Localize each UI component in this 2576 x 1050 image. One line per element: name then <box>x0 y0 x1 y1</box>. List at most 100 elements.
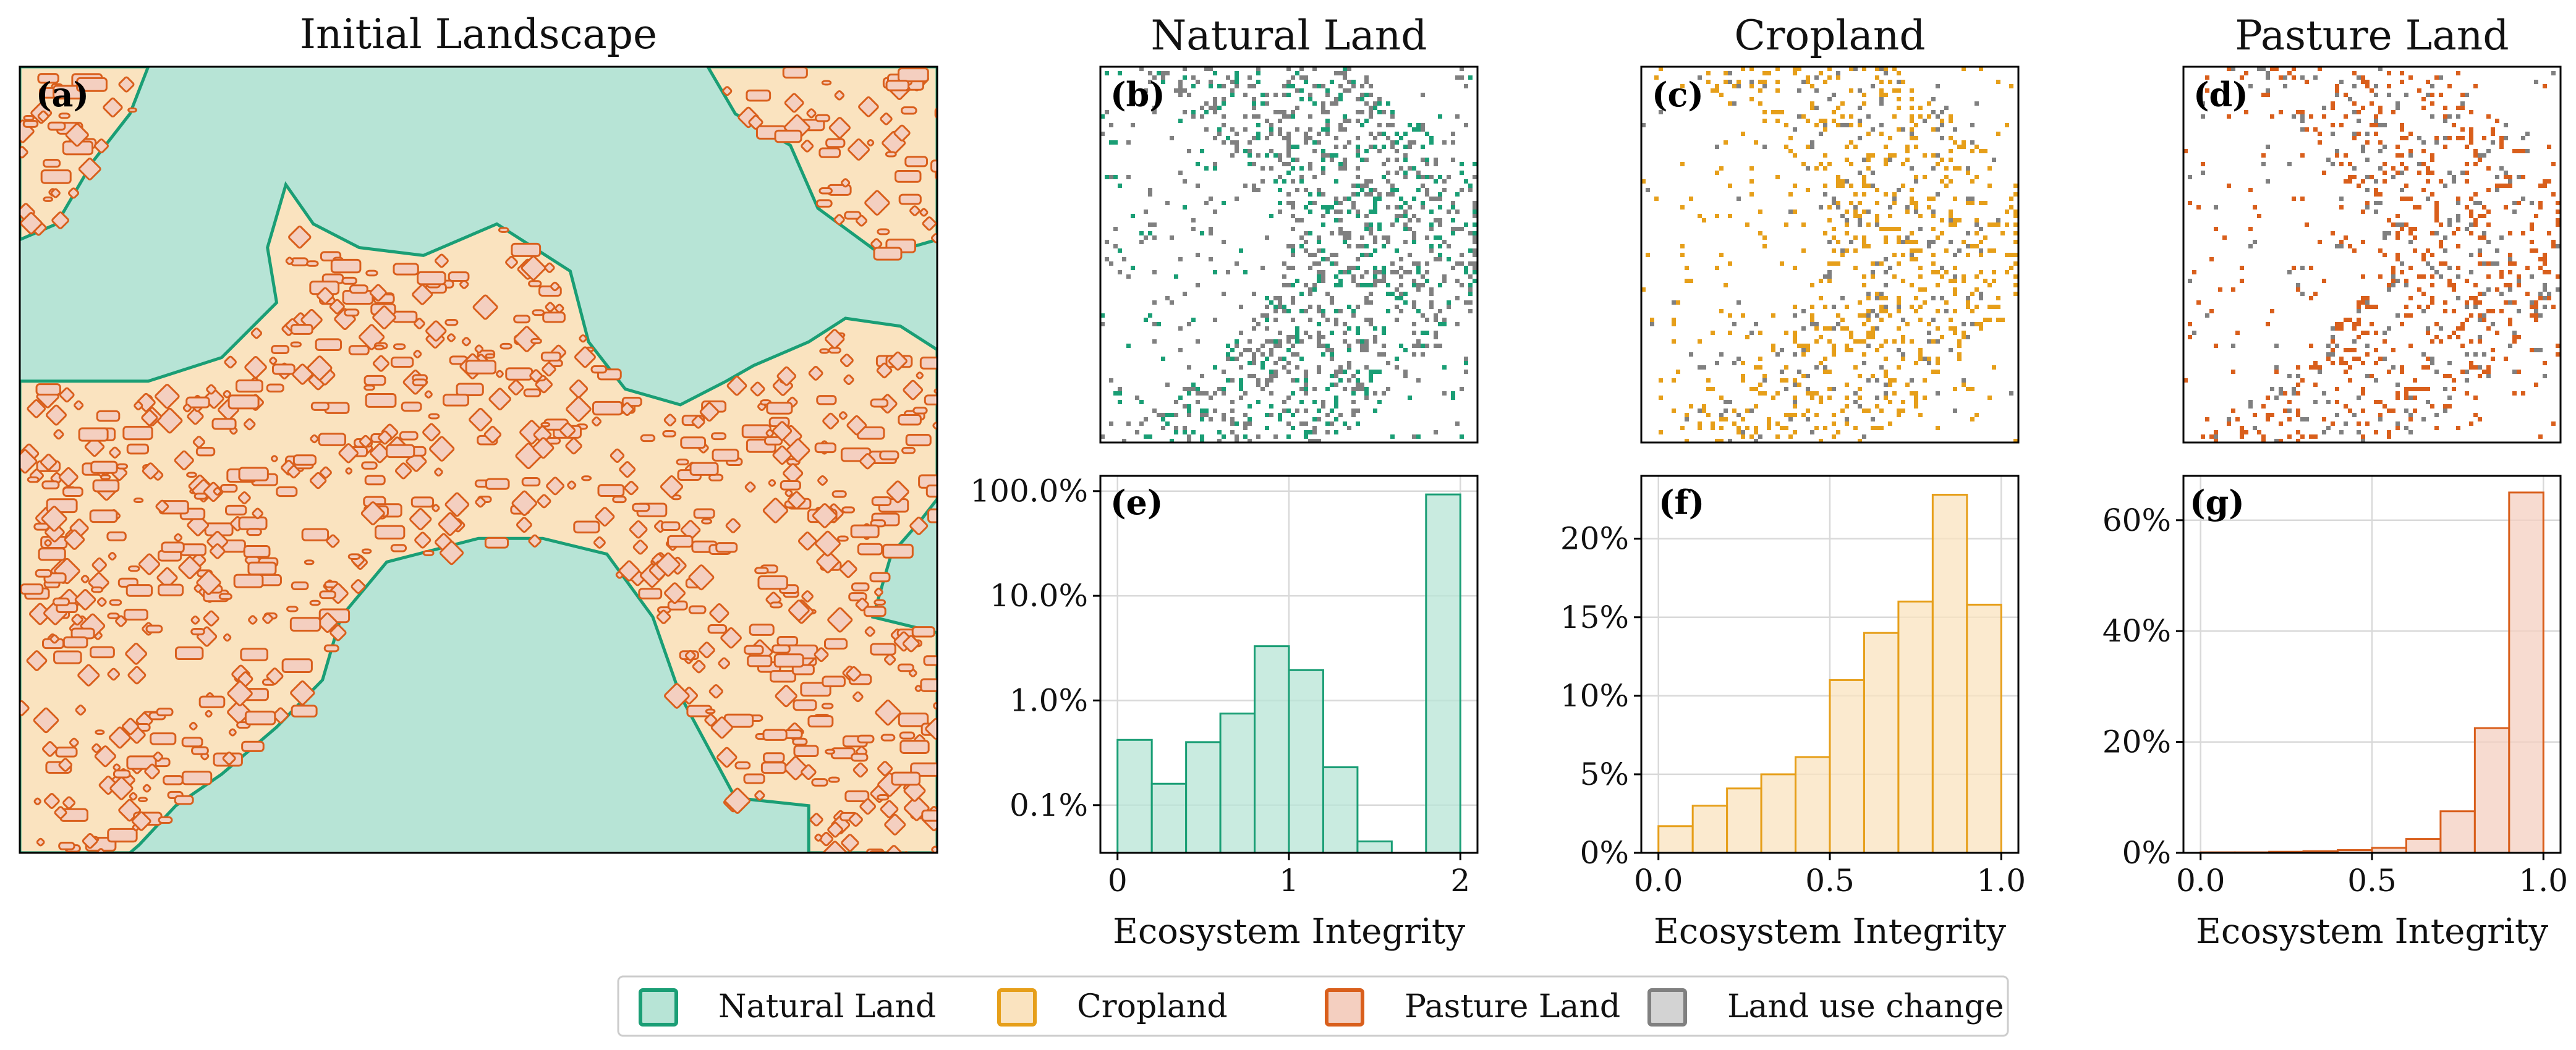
title-natural-land: Natural Land <box>1150 12 1427 59</box>
land-cover-pixel <box>1196 387 1200 391</box>
land-cover-pixel <box>1888 153 1892 158</box>
land-cover-pixel <box>2421 365 2426 370</box>
land-cover-pixel <box>1442 322 1447 326</box>
pasture-patch <box>851 582 870 591</box>
land-cover-pixel <box>2469 231 2473 235</box>
land-use-change-pixel <box>1749 80 1754 84</box>
pasture-patch <box>390 356 414 368</box>
pasture-patch <box>50 188 61 198</box>
land-cover-pixel <box>2309 296 2313 300</box>
land-cover-pixel <box>2331 106 2335 110</box>
land-cover-pixel <box>1970 292 1975 296</box>
panel-label-a: (a) <box>36 75 89 114</box>
land-cover-pixel <box>1728 261 1732 266</box>
pasture-patch <box>393 343 406 350</box>
land-use-change-pixel <box>1395 158 1399 162</box>
land-use-change-pixel <box>1312 253 1317 257</box>
land-cover-pixel <box>2521 175 2525 179</box>
land-cover-pixel <box>1806 145 1810 149</box>
land-cover-pixel <box>1330 153 1334 158</box>
land-cover-pixel <box>2434 210 2439 214</box>
land-use-change-pixel <box>1455 75 1460 80</box>
land-use-change-pixel <box>1416 339 1421 344</box>
land-cover-pixel <box>2530 305 2534 309</box>
land-cover-pixel <box>1793 71 1797 75</box>
land-use-change-pixel <box>1321 192 1325 197</box>
land-cover-pixel <box>2013 214 2018 218</box>
land-use-change-pixel <box>1373 136 1377 140</box>
land-use-change-pixel <box>1269 149 1273 153</box>
pasture-patch <box>567 480 577 490</box>
land-cover-pixel <box>2521 231 2525 235</box>
land-use-change-pixel <box>1178 171 1183 175</box>
land-cover-pixel <box>1360 339 1364 344</box>
pasture-patch <box>766 402 793 415</box>
land-cover-pixel <box>1780 426 1784 430</box>
land-cover-pixel <box>1806 344 1810 348</box>
land-cover-pixel <box>2404 184 2408 188</box>
land-use-change-pixel <box>1256 383 1260 387</box>
land-cover-pixel <box>2292 67 2296 71</box>
land-use-change-pixel <box>1161 75 1165 80</box>
land-use-change-pixel <box>1447 244 1451 248</box>
land-use-change-pixel <box>1308 93 1312 97</box>
land-cover-pixel <box>2421 188 2426 192</box>
land-cover-pixel <box>1775 80 1780 84</box>
land-use-change-pixel <box>2357 75 2361 80</box>
land-cover-pixel <box>1979 253 1983 257</box>
land-use-change-pixel <box>2361 149 2365 153</box>
pasture-patch <box>511 490 538 517</box>
land-cover-pixel <box>2331 348 2335 352</box>
land-use-change-pixel <box>1243 426 1248 430</box>
land-use-change-pixel <box>1338 123 1343 127</box>
land-cover-pixel <box>1970 179 1975 184</box>
land-use-change-pixel <box>2434 140 2439 145</box>
land-cover-pixel <box>1931 339 1936 344</box>
land-cover-pixel <box>2508 322 2512 326</box>
pasture-patch <box>843 374 854 386</box>
land-use-change-pixel <box>1455 279 1460 283</box>
land-cover-pixel <box>2352 101 2357 106</box>
pasture-patch <box>895 170 922 183</box>
land-use-change-pixel <box>1347 344 1351 348</box>
pasture-patch <box>705 708 716 714</box>
land-cover-pixel <box>2383 171 2387 175</box>
pasture-patch <box>410 496 435 508</box>
pasture-patch <box>793 745 819 758</box>
land-use-change-pixel <box>1473 261 1477 266</box>
land-cover-pixel <box>1918 413 1923 417</box>
land-cover-pixel <box>2361 409 2365 413</box>
land-cover-pixel <box>1455 192 1460 197</box>
pasture-patch <box>772 445 792 465</box>
land-use-change-pixel <box>1312 283 1317 287</box>
land-cover-pixel <box>2395 391 2400 396</box>
land-cover-pixel <box>1204 409 1209 413</box>
land-cover-pixel <box>1728 313 1732 318</box>
land-cover-pixel <box>2404 279 2408 283</box>
land-cover-pixel <box>2504 205 2508 210</box>
land-use-change-pixel <box>1715 145 1719 149</box>
pasture-patch <box>924 394 937 405</box>
land-cover-pixel <box>2456 244 2460 248</box>
pasture-patch <box>545 302 556 313</box>
land-cover-pixel <box>1940 179 1944 184</box>
pasture-patch <box>244 355 267 379</box>
pasture-patch <box>762 752 785 763</box>
land-use-change-pixel <box>1243 114 1248 119</box>
pasture-patch <box>291 581 309 590</box>
land-cover-pixel <box>1269 300 1273 305</box>
land-cover-pixel <box>1927 357 1931 361</box>
land-cover-pixel <box>1914 400 1918 404</box>
legend-label-change: Land use change <box>1727 988 2004 1025</box>
land-cover-pixel <box>1949 222 1953 227</box>
land-use-change-pixel <box>1840 123 1845 127</box>
land-use-change-pixel <box>1438 197 1442 201</box>
pasture-patch <box>95 729 105 735</box>
land-cover-pixel <box>1126 344 1131 348</box>
pasture-patch <box>709 603 729 624</box>
pasture-patch <box>901 106 917 115</box>
pasture-patch <box>550 281 560 292</box>
pasture-patch <box>521 477 541 487</box>
land-cover-pixel <box>1360 188 1364 192</box>
land-use-change-pixel <box>2426 400 2430 404</box>
